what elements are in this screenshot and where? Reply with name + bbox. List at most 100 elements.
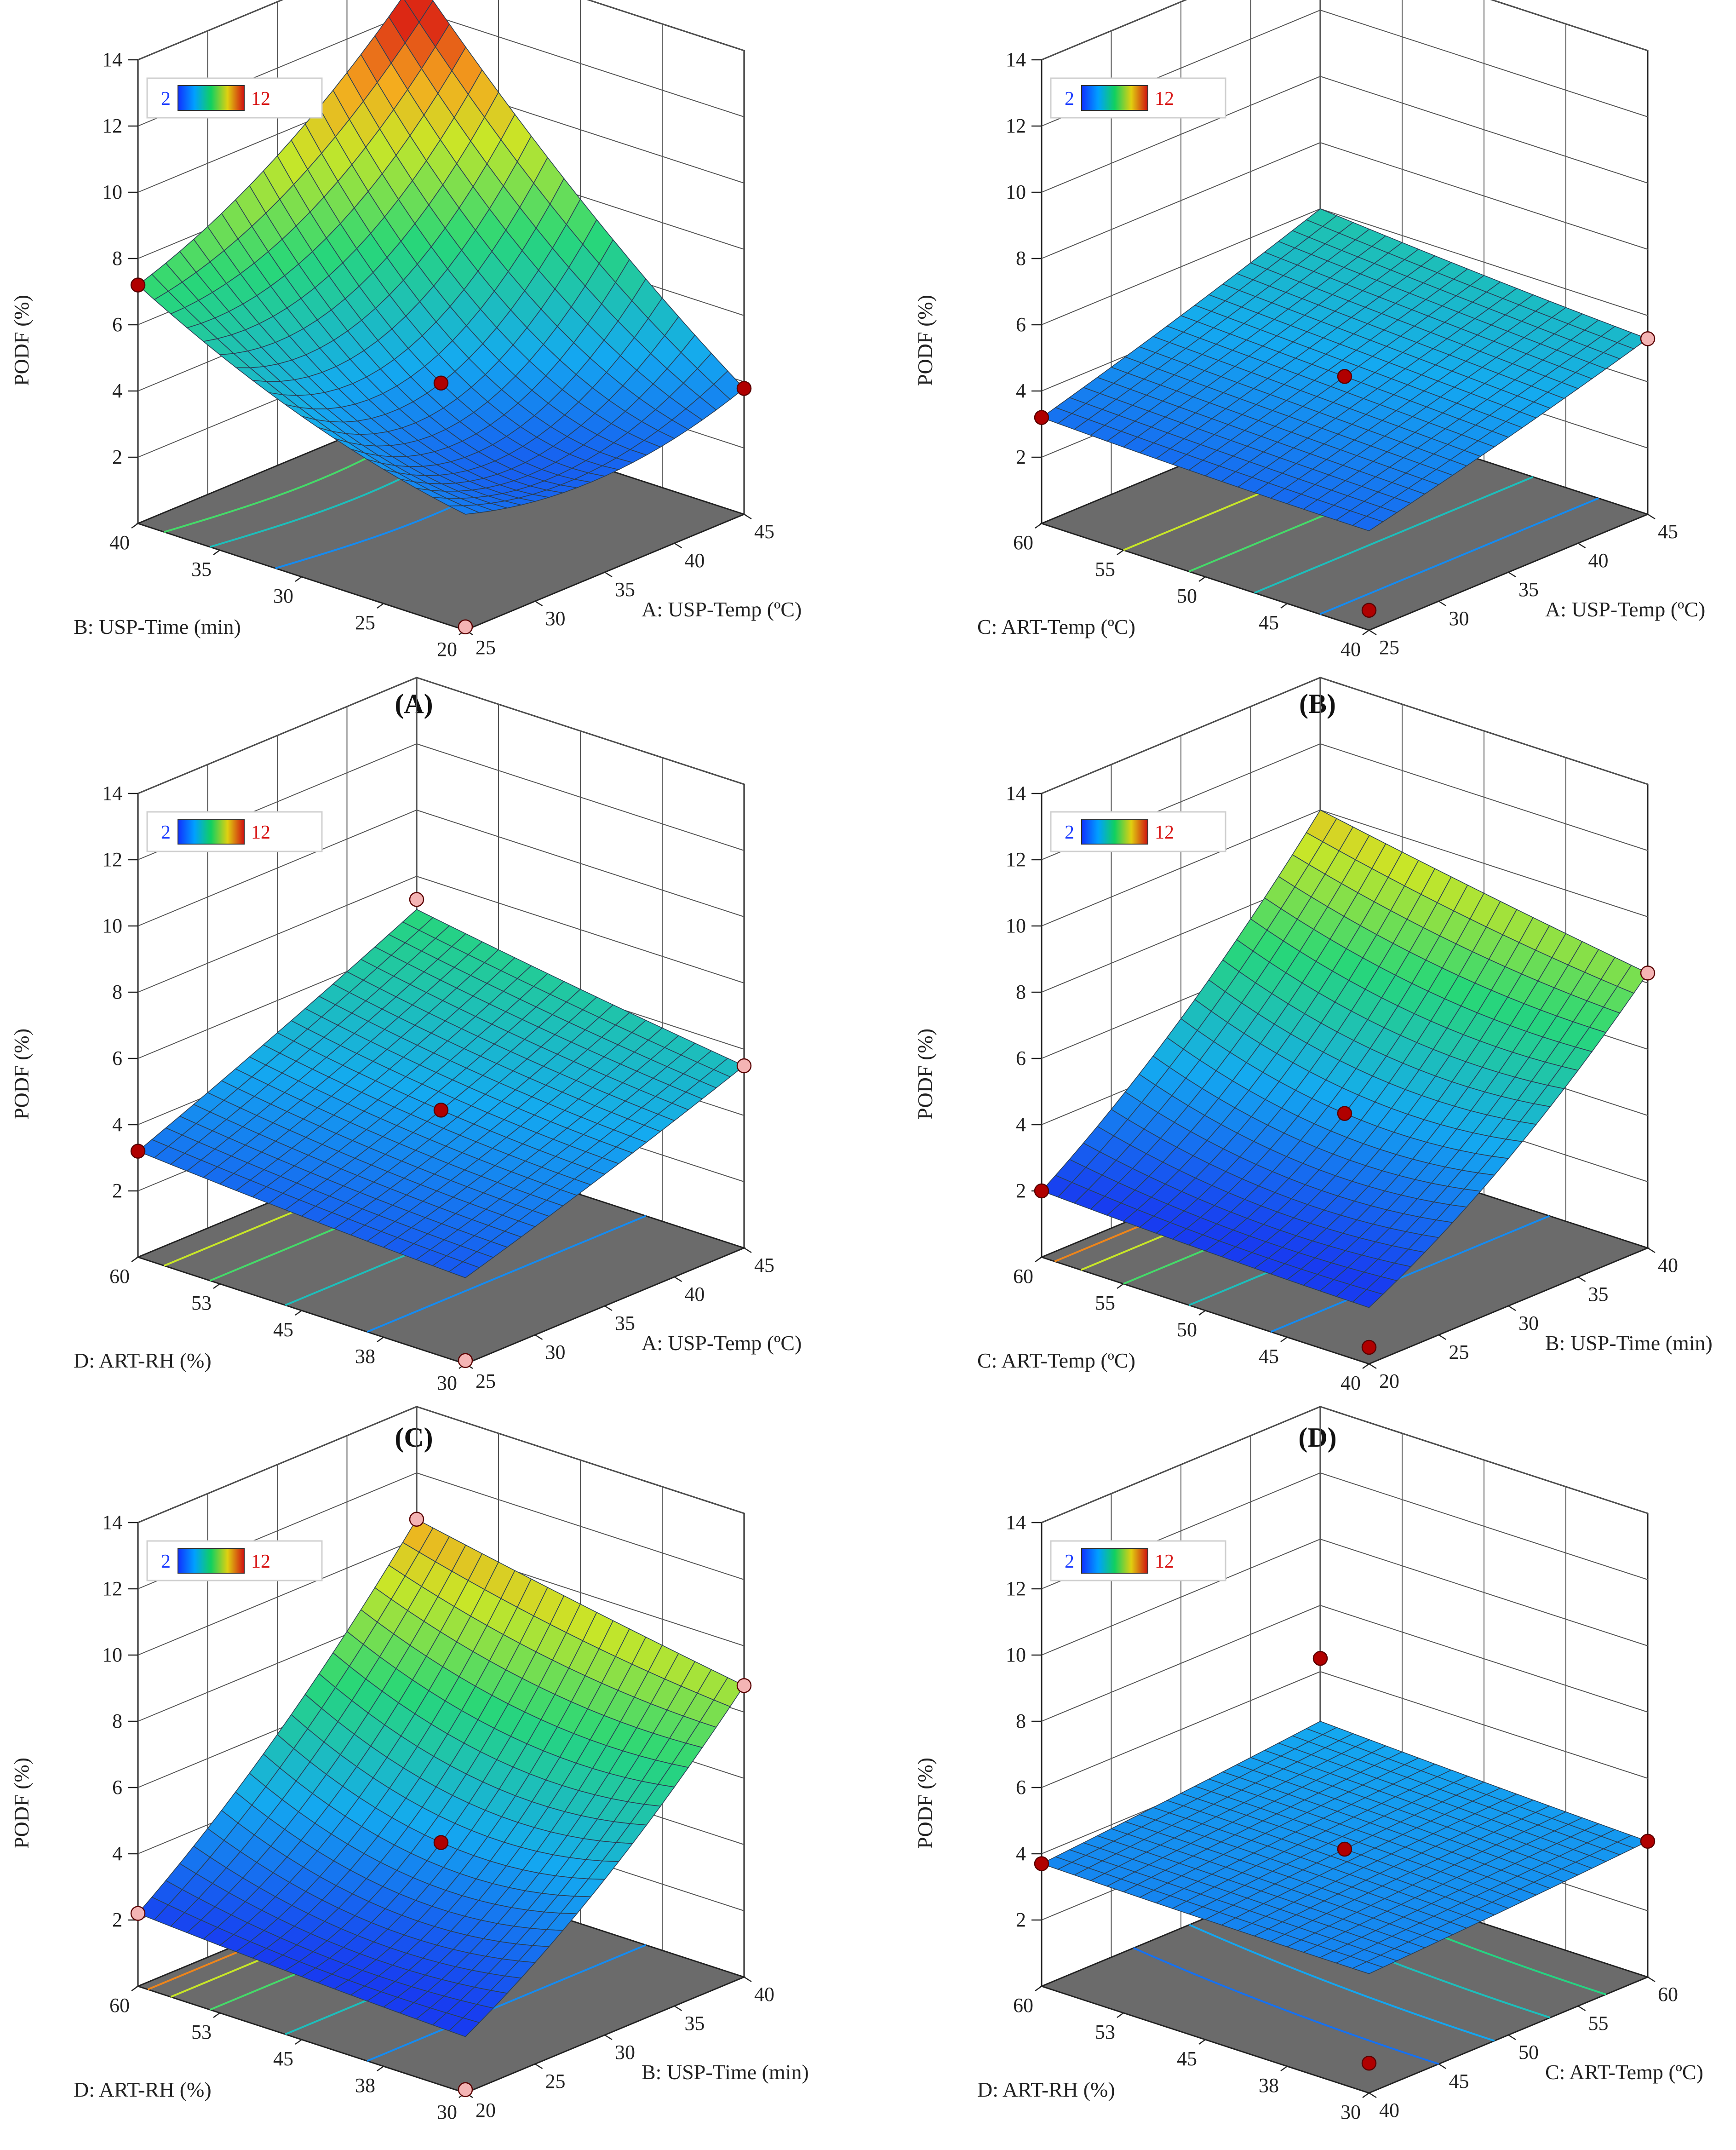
design-points <box>1034 1650 1656 2071</box>
z-tick-label: 12 <box>102 115 122 137</box>
color-legend: 2 12 <box>1050 77 1226 119</box>
legend-min-label: 2 <box>161 1551 171 1572</box>
response-surface <box>137 909 745 1278</box>
surface-cell <box>1352 516 1384 531</box>
y-tick <box>295 576 302 582</box>
x-tick <box>1438 1334 1447 1340</box>
chart-panel-b: 2 4 6 8 10 12 14 PODF (%) 25 30 35 40 45 A: USP-Temp … <box>913 0 1705 719</box>
z-tick-label: 6 <box>112 313 122 336</box>
y-tick <box>1035 523 1042 529</box>
surface-cell <box>449 505 481 515</box>
y-tick-label: 30 <box>437 2101 457 2123</box>
x-tick-label: 25 <box>545 2070 566 2093</box>
legend-max-label: 12 <box>1155 88 1174 109</box>
x-axis: 25 30 35 40 45 A: USP-Temp (ºC) <box>1369 513 1705 659</box>
z-tick-label: 8 <box>1016 247 1026 270</box>
design-point <box>409 892 424 907</box>
z-gridline <box>138 1406 745 1523</box>
y-tick-label: 30 <box>437 1372 457 1394</box>
x-axis: 40 45 50 55 60 C: ART-Temp (ºC) <box>1369 1976 1703 2121</box>
chart-panel-d: 2 4 6 8 10 12 14 PODF (%) 20 25 30 35 40 B: USP-Time … <box>913 677 1713 1453</box>
x-axis-label: A: USP-Temp (ºC) <box>1545 598 1705 621</box>
x-tick-label: 45 <box>1658 520 1678 543</box>
y-tick-label: 45 <box>273 1318 293 1341</box>
x-tick-label: 20 <box>476 2099 496 2121</box>
response-surface <box>137 1518 745 2037</box>
legend-min-label: 2 <box>1065 822 1074 843</box>
y-axis-label: C: ART-Temp (ºC) <box>977 615 1135 638</box>
legend-gradient <box>1081 85 1148 111</box>
x-axis-label: B: USP-Time (min) <box>642 2060 809 2084</box>
y-tick <box>377 2065 384 2072</box>
surface-cell <box>1352 1961 1384 1974</box>
y-tick-label: 45 <box>1259 611 1279 634</box>
design-point <box>1337 1841 1352 1857</box>
y-tick <box>1117 1283 1124 1289</box>
design-point <box>1640 1834 1656 1849</box>
z-tick-label: 12 <box>1006 115 1026 137</box>
y-tick-label: 53 <box>1095 2021 1115 2043</box>
z-tick-label: 8 <box>1016 981 1026 1003</box>
z-tick-label: 8 <box>112 247 122 270</box>
y-tick <box>1362 2092 1369 2098</box>
y-tick-label: 60 <box>1013 1994 1033 2017</box>
z-axis-label: PODF (%) <box>10 295 33 386</box>
contour-line <box>1319 497 1599 615</box>
x-tick <box>1369 1363 1377 1369</box>
z-tick-label: 14 <box>102 782 122 805</box>
legend-gradient <box>1081 1548 1148 1574</box>
surface-cell <box>448 1261 480 1278</box>
x-tick <box>1369 2092 1377 2098</box>
z-tick-label: 14 <box>1006 48 1026 71</box>
design-points <box>130 892 752 1368</box>
x-tick-label: 25 <box>1449 1341 1469 1363</box>
y-tick-label: 38 <box>1259 2074 1279 2097</box>
color-legend: 2 12 <box>146 811 323 852</box>
design-point <box>1034 1856 1049 1871</box>
x-tick-label: 50 <box>1518 2041 1539 2064</box>
design-point <box>409 1512 424 1527</box>
z-tick-label: 4 <box>1016 379 1026 402</box>
x-tick <box>1647 1976 1656 1983</box>
x-tick <box>744 1976 752 1983</box>
chart-panel-c: 2 4 6 8 10 12 14 PODF (%) 25 30 35 40 45 A: USP-Temp … <box>10 677 802 1453</box>
x-tick-label: 40 <box>1658 1254 1678 1276</box>
design-points <box>1034 966 1656 1355</box>
z-tick-label: 8 <box>1016 1710 1026 1732</box>
z-tick-label: 6 <box>112 1047 122 1069</box>
legend-gradient <box>178 819 245 845</box>
z-tick-label: 14 <box>1006 1511 1026 1534</box>
y-tick <box>1362 1363 1369 1369</box>
y-tick <box>131 523 138 529</box>
x-tick <box>1508 1305 1516 1311</box>
z-tick-label: 10 <box>1006 181 1026 203</box>
y-tick <box>1198 2039 1206 2045</box>
x-axis-label: C: ART-Temp (ºC) <box>1545 2060 1703 2084</box>
x-tick-label: 35 <box>685 2012 705 2035</box>
x-tick <box>1369 629 1377 636</box>
surface-cell <box>448 2017 480 2037</box>
chart-panel-a: 2 4 6 8 10 12 14 PODF (%) 25 30 35 40 45 A: USP-Temp … <box>10 0 802 719</box>
x-tick-label: 20 <box>1379 1370 1399 1392</box>
design-point <box>130 1906 146 1921</box>
legend-max-label: 12 <box>251 1551 270 1572</box>
x-tick <box>744 513 752 520</box>
design-point <box>433 1103 449 1118</box>
x-tick-label: 45 <box>754 1254 774 1276</box>
x-tick <box>1647 513 1656 520</box>
y-tick-label: 50 <box>1177 1318 1197 1341</box>
wall-outline <box>1041 0 1649 523</box>
legend-gradient <box>178 85 245 111</box>
design-point <box>736 1058 752 1074</box>
x-axis: 20 25 30 35 40 B: USP-Time (min) <box>1369 1247 1713 1392</box>
x-axis-label: A: USP-Temp (ºC) <box>642 598 802 621</box>
z-tick-label: 12 <box>102 1577 122 1600</box>
z-tick-label: 2 <box>112 446 122 468</box>
z-tick-label: 8 <box>112 981 122 1003</box>
y-tick <box>131 1256 138 1263</box>
x-axis: 25 30 35 40 45 A: USP-Temp (ºC) <box>465 513 802 659</box>
x-tick <box>1577 542 1586 549</box>
y-tick <box>1035 1985 1042 1992</box>
design-point <box>1640 966 1656 981</box>
z-gridline <box>138 677 745 794</box>
